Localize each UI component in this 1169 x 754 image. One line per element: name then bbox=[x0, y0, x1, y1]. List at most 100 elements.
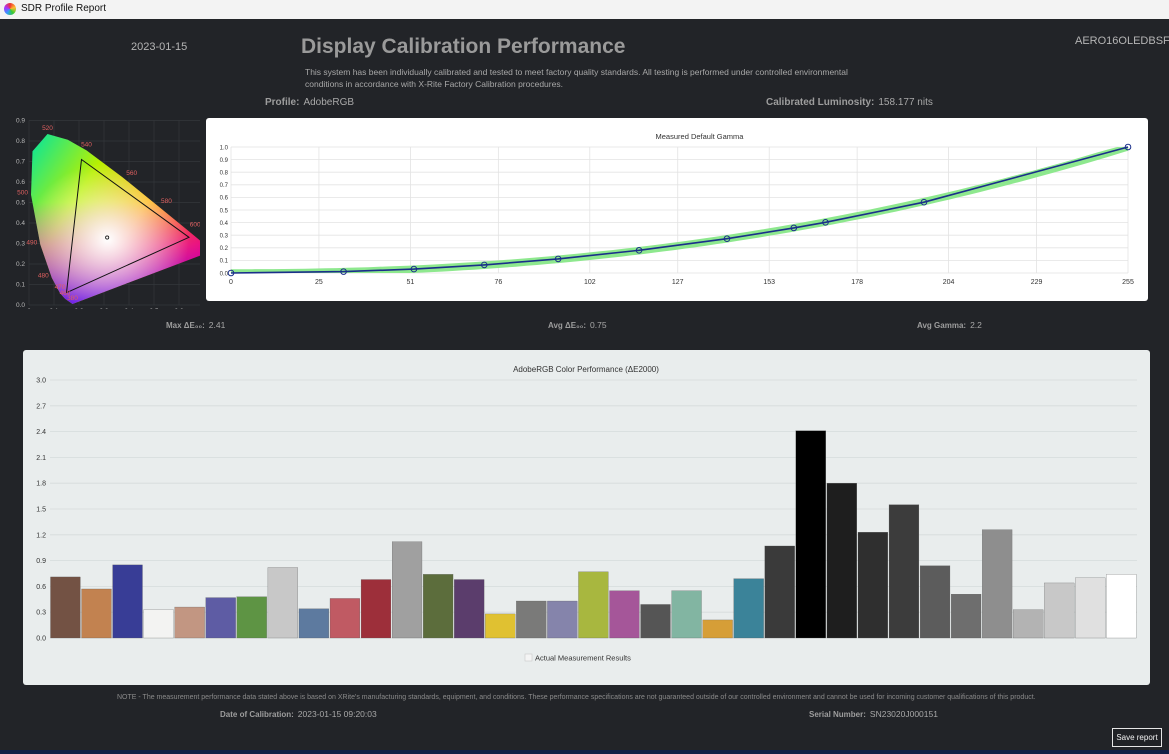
cie-chromaticity-diagram: 0 0.1 0.2 0.3 0.4 0.5 0.6 0.7 0.0 0.1 0.2 0.3 0.4 0.5… bbox=[16, 118, 200, 309]
gamma-y-tick-label: 0.1 bbox=[220, 259, 229, 265]
profile-info: Profile: AdobeRGB bbox=[265, 97, 354, 108]
bar-mark bbox=[205, 597, 236, 639]
bar-y-tick-label: 2.4 bbox=[36, 429, 46, 436]
gamma-measured-point bbox=[410, 265, 418, 273]
window-title-bar[interactable]: SDR Profile Report bbox=[0, 0, 1169, 20]
bar-mark bbox=[454, 579, 485, 639]
gamma-x-tick-label: 204 bbox=[943, 279, 955, 286]
gamma-measured-line bbox=[230, 146, 1129, 274]
bar-mark bbox=[1075, 577, 1106, 639]
bar-mark bbox=[888, 504, 920, 639]
bar-mark bbox=[174, 606, 205, 639]
calibration-date-label: Date of Calibration: bbox=[220, 710, 294, 719]
bar-mark bbox=[298, 608, 329, 639]
bar-mark bbox=[826, 483, 857, 639]
cie-y-tick-label: 0.3 bbox=[16, 241, 25, 248]
cie-x-tick-label: 0.7 bbox=[199, 308, 200, 309]
bar-y-tick-label: 1.2 bbox=[36, 532, 46, 539]
gamma-y-tick-label: 0.2 bbox=[220, 246, 229, 252]
cie-x-tick-label: 0.5 bbox=[149, 308, 158, 309]
gamma-y-tick-label: 0.5 bbox=[220, 208, 229, 214]
cie-y-tick-label: 0.9 bbox=[16, 118, 25, 125]
bar-mark bbox=[236, 596, 267, 639]
luminosity-value: 158.177 nits bbox=[878, 97, 933, 108]
serial-number: Serial Number: SN23020J000151 bbox=[809, 709, 938, 719]
gamma-x-tick-label: 0 bbox=[229, 279, 233, 286]
cie-wavelength-label: 560 bbox=[126, 170, 137, 177]
gamma-y-tick-label: 0.7 bbox=[220, 183, 229, 189]
bar-mark bbox=[329, 598, 360, 639]
color-performance-chart: AdobeRGB Color Performance (ΔE2000) 0.0 0.… bbox=[36, 365, 1137, 663]
bar-mark bbox=[764, 545, 795, 639]
calibration-date: Date of Calibration: 2023-01-15 09:20:03 bbox=[220, 709, 377, 719]
bar-mark bbox=[733, 578, 764, 639]
cie-y-tick-label: 0.5 bbox=[16, 200, 25, 207]
cie-y-tick-label: 0.8 bbox=[16, 138, 25, 145]
cie-y-tick-label: 0.6 bbox=[16, 179, 25, 186]
header-date: 2023-01-15 bbox=[131, 41, 188, 53]
gamma-x-tick-label: 178 bbox=[851, 279, 863, 286]
gamma-y-tick-label: 1.0 bbox=[220, 145, 229, 151]
profile-value: AdobeRGB bbox=[303, 97, 355, 108]
bar-mark bbox=[640, 604, 671, 639]
cie-y-tick-label: 0.2 bbox=[16, 261, 25, 268]
report-page: 2023-01-15 Display Calibration Performan… bbox=[0, 19, 1169, 754]
avg-delta-e: Avg ΔE₀₀: 0.75 bbox=[548, 320, 607, 330]
luminosity-label: Calibrated Luminosity: bbox=[766, 97, 875, 108]
cie-wavelength-label: 460 bbox=[60, 290, 71, 297]
cie-wavelength-label: 470 bbox=[55, 284, 66, 291]
cie-wavelength-label: 480 bbox=[38, 273, 49, 280]
cie-x-tick-label: 0 bbox=[27, 308, 31, 309]
legend-swatch bbox=[524, 653, 533, 662]
cie-x-tick-label: 0.3 bbox=[99, 308, 108, 309]
bar-mark bbox=[547, 600, 578, 639]
max-delta-e-value: 2.41 bbox=[208, 320, 226, 330]
gamma-y-tick-label: 0.0 bbox=[220, 271, 229, 277]
bar-mark bbox=[1013, 609, 1044, 639]
cie-wavelength-label: 600 bbox=[190, 222, 200, 229]
gamma-x-tick-label: 127 bbox=[672, 279, 684, 286]
page-title: Display Calibration Performance bbox=[301, 35, 626, 58]
disclaimer-note: NOTE - The measurement performance data … bbox=[117, 694, 1036, 701]
bar-y-tick-label: 2.1 bbox=[36, 455, 46, 462]
gamma-tolerance-band bbox=[231, 147, 1128, 273]
serial-number-label: Serial Number: bbox=[809, 710, 866, 719]
taskbar-strip bbox=[0, 750, 1169, 754]
cie-x-tick-label: 0.6 bbox=[174, 308, 183, 309]
legend-label: Actual Measurement Results bbox=[535, 654, 631, 663]
cie-wavelength-label: 500 bbox=[17, 190, 28, 197]
cie-white-region bbox=[31, 134, 200, 304]
profile-label: Profile: bbox=[265, 97, 300, 108]
bar-mark bbox=[1106, 574, 1137, 639]
max-delta-e-label: Max ΔE₀₀: bbox=[166, 321, 205, 330]
bar-mark bbox=[857, 532, 888, 639]
bar-y-tick-label: 2.7 bbox=[36, 403, 46, 410]
gamma-x-tick-label: 51 bbox=[407, 279, 415, 286]
model-name: AERO16OLEDBSF bbox=[1075, 35, 1169, 47]
bar-mark bbox=[267, 567, 298, 639]
gamma-measured-point bbox=[790, 224, 798, 232]
window-title: SDR Profile Report bbox=[21, 3, 107, 14]
cie-x-tick-label: 0.4 bbox=[124, 308, 133, 309]
gamma-measured-point bbox=[340, 268, 347, 275]
gamma-measured-point bbox=[920, 198, 928, 206]
bar-y-tick-label: 0.6 bbox=[36, 584, 46, 591]
cie-wavelength-label: 540 bbox=[81, 141, 92, 148]
cie-white-point bbox=[105, 235, 110, 240]
gamma-y-tick-label: 0.9 bbox=[220, 158, 229, 164]
app-icon bbox=[4, 3, 16, 15]
cie-y-tick-label: 0.0 bbox=[16, 302, 25, 309]
gamma-measured-point bbox=[723, 235, 731, 243]
luminosity-info: Calibrated Luminosity: 158.177 nits bbox=[766, 97, 933, 108]
avg-gamma-label: Avg Gamma: bbox=[917, 321, 967, 330]
gamma-chart: Measured Default Gamma 0.0 0.1 0.2 0.3 0.4 0.5… bbox=[220, 132, 1134, 286]
bar-mark bbox=[1044, 582, 1075, 639]
gamma-y-tick-label: 0.6 bbox=[220, 196, 229, 202]
bar-mark bbox=[360, 579, 392, 639]
bar-y-tick-label: 1.5 bbox=[36, 507, 46, 514]
bar-mark bbox=[919, 565, 951, 639]
gamma-y-tick-label: 0.8 bbox=[220, 171, 229, 177]
save-report-button[interactable]: Save report bbox=[1112, 728, 1162, 747]
bar-mark bbox=[951, 594, 982, 639]
bar-y-tick-label: 3.0 bbox=[36, 378, 46, 385]
